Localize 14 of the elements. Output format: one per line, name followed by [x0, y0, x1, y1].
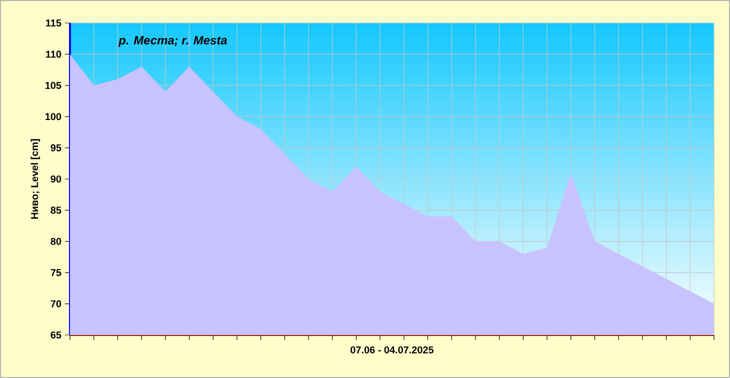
y-tick-label: 95: [50, 144, 62, 152]
y-tick-label: 100: [45, 113, 62, 120]
x-axis-title: 07.06 - 04.07.2025: [350, 346, 434, 354]
y-tick-label: 65: [50, 331, 62, 339]
text: р. Места; r. Mesta: [118, 36, 227, 47]
y-tick-label: 75: [50, 269, 62, 276]
y-tick-label: 80: [50, 238, 62, 245]
y-axis-title: Ниво; Level [cm]: [30, 139, 40, 219]
y-tick-label: 70: [50, 300, 62, 308]
y-tick-label: 110: [46, 50, 62, 58]
y-tick-label: 105: [45, 82, 62, 89]
y-tick-label: 85: [50, 206, 62, 214]
y-tick-label: 90: [50, 175, 62, 183]
y-tick-label: 115: [46, 20, 62, 26]
